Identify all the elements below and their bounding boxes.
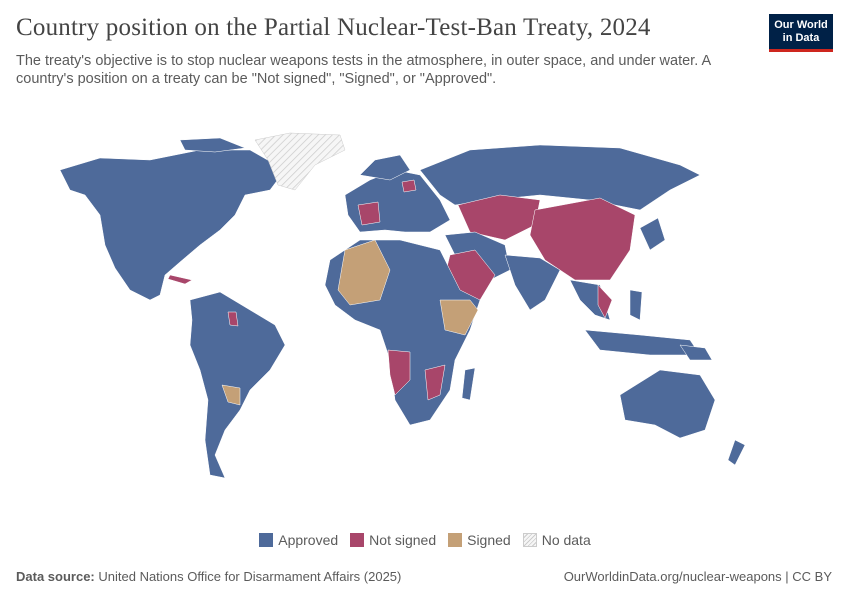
region-cuba[interactable] [167,274,193,285]
region-greenland[interactable] [254,132,346,191]
subtitle: The treaty's objective is to stop nuclea… [16,53,711,87]
legend-item-approved[interactable]: Approved [259,532,338,548]
legend-label: Signed [467,532,511,548]
legend-label: Not signed [369,532,437,548]
legend-swatch-approved [259,533,274,547]
region-india[interactable] [504,254,561,311]
region-mozambique[interactable] [424,364,446,401]
legend-label: Approved [278,532,339,548]
region-horn-signed[interactable] [439,299,479,336]
region-russia[interactable] [419,144,701,211]
legend-item-no-data[interactable]: No data [522,532,591,548]
owid-logo[interactable]: Our World in Data [769,14,833,52]
legend: Approved Not signed Signed No data [0,532,850,548]
region-angola[interactable] [387,349,411,396]
region-canada-islands[interactable] [179,137,246,153]
region-south-america[interactable] [189,291,286,479]
region-png[interactable] [679,344,713,361]
legend-swatch-signed [448,533,463,547]
region-paraguay[interactable] [221,384,241,406]
region-vietnam[interactable] [597,284,613,319]
region-belarus[interactable] [401,179,417,193]
region-philippines[interactable] [629,289,643,321]
legend-label: No data [541,532,591,548]
region-scandinavia[interactable] [359,154,411,181]
region-japan-korea[interactable] [639,217,666,251]
legend-swatch-not-signed [350,533,365,547]
world-map [59,132,746,479]
region-australia[interactable] [619,369,716,439]
legend-swatch-no-data [522,533,537,547]
data-source: Data source: United Nations Office for D… [16,569,401,584]
region-new-zealand[interactable] [727,439,746,466]
source-text: United Nations Office for Disarmament Af… [98,569,402,584]
region-indonesia[interactable] [584,329,701,356]
legend-item-signed[interactable]: Signed [448,532,511,548]
region-guyana[interactable] [227,311,239,327]
source-url[interactable]: OurWorldinData.org/nuclear-weapons | CC … [563,569,832,584]
source-label: Data source: [16,569,95,584]
region-madagascar[interactable] [461,367,476,401]
region-china[interactable] [529,197,636,281]
region-sahel-signed[interactable] [337,239,391,306]
legend-item-not-signed[interactable]: Not signed [350,532,436,548]
region-france[interactable] [357,201,381,226]
page-title: Country position on the Partial Nuclear-… [16,14,651,41]
